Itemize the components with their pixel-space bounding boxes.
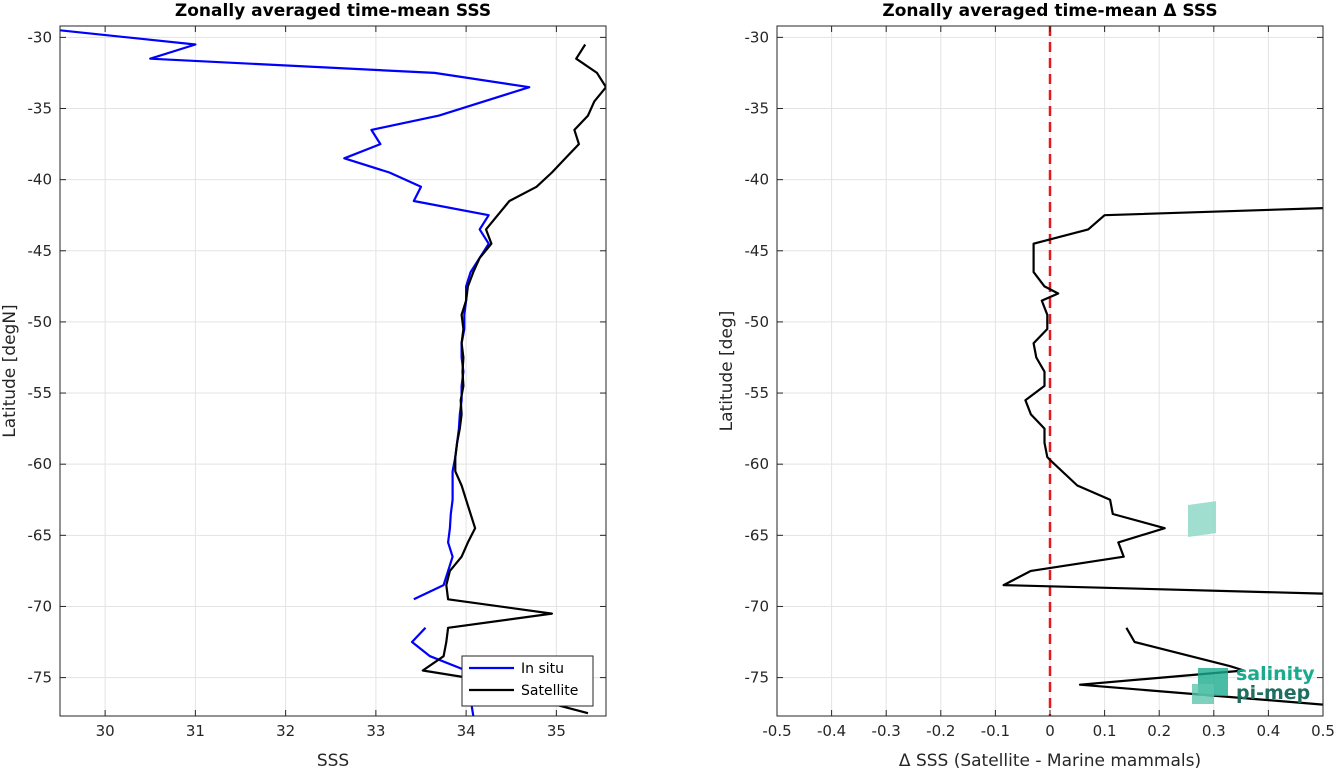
axes-frame [59,25,607,717]
x-tick-label: 0.2 [1147,722,1171,740]
legend-box [461,655,594,707]
y-tick-label: -60 [28,455,53,473]
logo-text-pimep: pi-mep [1236,682,1310,704]
y-axis-label: Latitude [degN] [0,304,20,437]
legend: In situ Satellite [461,655,594,707]
y-tick-label: -30 [28,28,53,46]
y-tick-label: -65 [28,526,53,544]
x-tick-label: 34 [457,722,476,740]
y-tick-label: -35 [745,100,770,118]
y-tick-label: -65 [745,526,770,544]
x-tick-label: 32 [276,722,295,740]
plot-data [1002,26,1323,716]
y-tick-label: -70 [745,597,770,615]
x-tick-label: -0.5 [762,722,791,740]
x-tick-label: 0.4 [1256,722,1280,740]
series-line-delta-seg2 [1078,627,1323,706]
x-tick-label: -0.2 [926,722,955,740]
x-tick-label: 0.1 [1093,722,1117,740]
x-tick-label: -0.3 [872,722,901,740]
chart-title: Zonally averaged time-mean Δ SSS [882,1,1217,21]
y-tick-label: -40 [745,171,770,189]
y-tick-label: -55 [28,384,53,402]
y-tick-label: -75 [745,669,770,687]
y-tick-label: -40 [28,171,53,189]
logo-shape [1188,501,1216,538]
y-tick-label: -70 [28,597,53,615]
y-tick-label: -75 [28,669,53,687]
x-axis-label: Δ SSS (Satellite - Marine mammals) [899,751,1201,769]
x-tick-label: 33 [366,722,385,740]
logo-text-salinity: salinity [1236,663,1315,685]
chart-panel-1: 30 31 32 33 34 35 -30 -35 -40 -45 -50 -55 -60 -65 -70 -… [0,1,607,769]
chart-panel-2: -0.5 -0.4 -0.3 -0.2 -0.1 0 0.1 0.2 0.3 0.4 0.5 -30 -… [717,1,1335,769]
y-tick-label: -35 [28,100,53,118]
x-tick-label: 35 [547,722,566,740]
x-axis-label: SSS [317,751,349,769]
series-line-in-situ-seg1 [60,29,531,601]
y-tick-label: -30 [745,28,770,46]
x-tick-label: 30 [96,722,115,740]
series-line-satellite-seg1 [421,43,606,715]
y-tick-label: -50 [28,313,53,331]
legend-label: Satellite [521,683,578,699]
x-tick-label: -0.1 [981,722,1010,740]
y-axis-label: Latitude [deg] [717,311,737,432]
y-tick-label: -60 [745,455,770,473]
series-line-delta-seg1 [1002,207,1323,595]
plot-area [60,26,606,716]
x-tick-label: -0.4 [817,722,846,740]
x-tick-label: 31 [186,722,205,740]
y-tick-label: -45 [745,242,770,260]
x-tick-label: 0.5 [1311,722,1335,740]
legend-label: In situ [521,661,564,677]
chart-title: Zonally averaged time-mean SSS [175,1,491,21]
logo-shape [1192,684,1214,704]
y-tick-label: -50 [745,313,770,331]
x-tick-label: 0 [1045,722,1055,740]
x-tick-label: 0.3 [1202,722,1226,740]
y-tick-label: -45 [28,242,53,260]
y-tick-label: -55 [745,384,770,402]
